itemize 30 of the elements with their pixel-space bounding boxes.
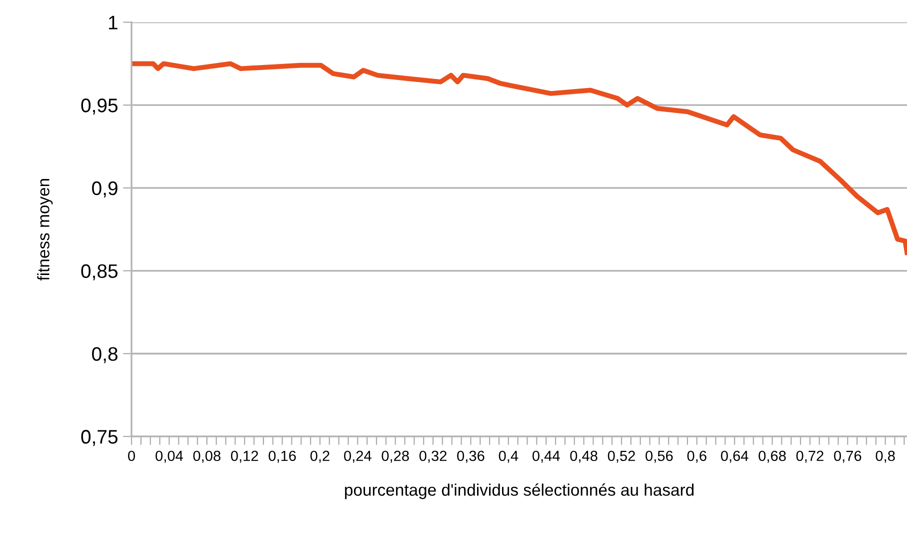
x-tick-label: 0,28	[382, 450, 409, 463]
x-tick-label: 0,76	[834, 450, 862, 463]
x-axis-title: pourcentage d'individus sélectionnés au hasard	[345, 483, 694, 500]
line-series	[132, 61, 907, 255]
x-tick-label: 0,68	[758, 450, 786, 463]
x-tick-label: 0	[128, 450, 135, 462]
x-tick-label: 0,56	[646, 450, 673, 463]
x-tick-label: 0,44	[532, 450, 560, 463]
x-tick-label: 0,8	[876, 450, 895, 463]
x-tick-label: 0,4	[498, 450, 518, 463]
x-tick-label: 0,08	[193, 450, 220, 463]
x-tick-label: 0,52	[608, 450, 635, 463]
x-tick-label: 0,72	[796, 450, 824, 463]
y-tick-label: 0,95	[81, 98, 118, 115]
x-tick-label: 0,64	[720, 450, 748, 463]
y-tick-label: 0,75	[81, 430, 118, 446]
x-tick-label: 0,24	[344, 450, 372, 463]
x-tick-label: 0,36	[457, 450, 484, 463]
x-tick-label: 0,48	[570, 450, 598, 463]
x-tick-label: 0,6	[687, 450, 706, 463]
y-tick-label: 1	[108, 16, 118, 30]
y-tick-label: 0,85	[81, 264, 118, 280]
x-tick-label: 0,32	[419, 450, 446, 463]
x-tick-label: 0,2	[310, 450, 330, 463]
y-tick-label: 0,9	[92, 181, 118, 198]
x-tick-label: 0,04	[156, 450, 183, 463]
x-tick-label: 0,12	[230, 450, 258, 463]
y-tick-label: 0,8	[92, 347, 118, 364]
y-axis-title: fitness moyen	[37, 179, 53, 281]
x-tick-label: 0,16	[268, 450, 296, 463]
